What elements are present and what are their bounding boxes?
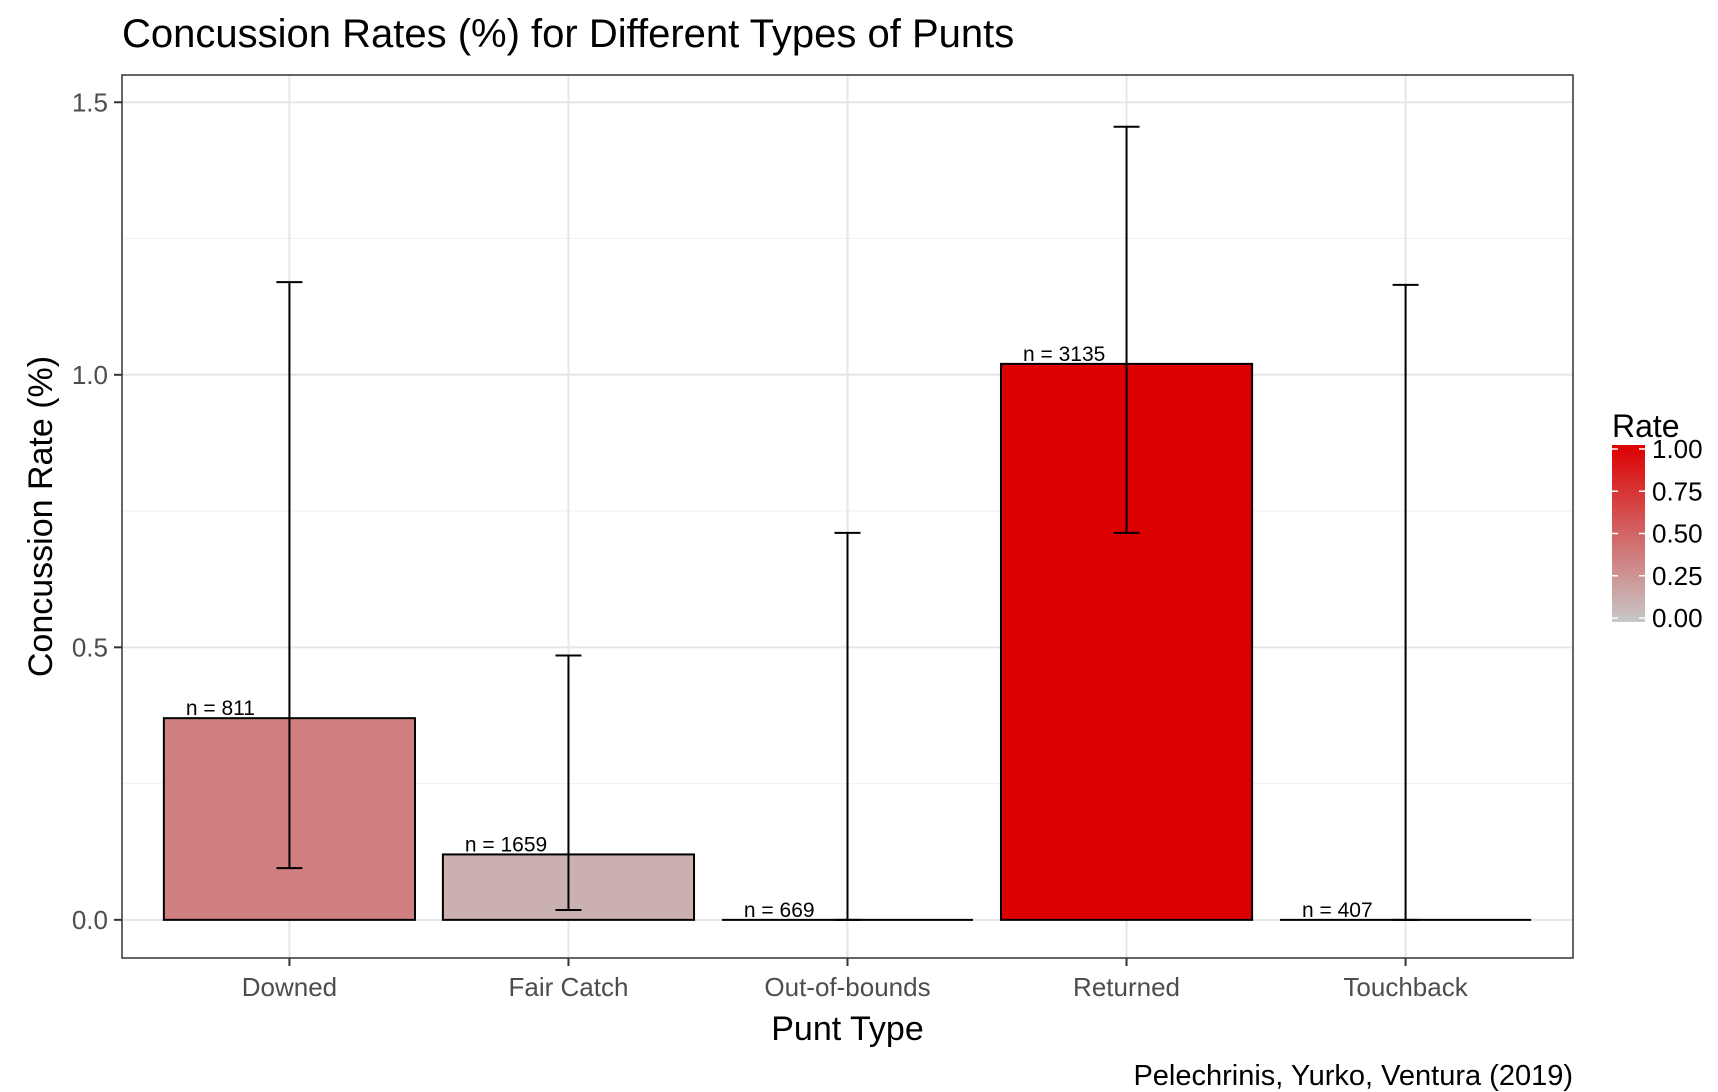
- y-tick-label: 1.0: [72, 360, 108, 390]
- x-tick-label: Returned: [1073, 972, 1180, 1002]
- y-axis-title: Concussion Rate (%): [22, 356, 60, 677]
- y-axis: 0.0 0.5 1.0 1.5: [72, 87, 122, 935]
- x-tick-label: Fair Catch: [509, 972, 629, 1002]
- error-bars: [276, 125, 1419, 921]
- legend-tick-label: 1.00: [1652, 434, 1703, 464]
- legend-tick-label: 0.50: [1652, 519, 1703, 549]
- x-axis: Downed Fair Catch Out-of-bounds Returned Tou…: [242, 958, 1469, 1002]
- count-label: n = 811: [186, 697, 255, 720]
- x-tick-label: Out-of-bounds: [764, 972, 930, 1002]
- x-axis-title: Punt Type: [771, 1010, 924, 1048]
- legend-tick-label: 0.00: [1652, 603, 1703, 633]
- legend-title: Rate: [1612, 408, 1680, 444]
- error-bar: [276, 281, 303, 870]
- legend-tick-label: 0.75: [1652, 476, 1703, 506]
- legend-tick-label: 0.25: [1652, 561, 1703, 591]
- data-labels: n = 811 n = 1659 n = 669 n = 3135 n = 407: [186, 343, 1373, 922]
- chart-title: Concussion Rates (%) for Different Types…: [122, 12, 1014, 56]
- error-bar: [1392, 283, 1419, 921]
- count-label: n = 3135: [1023, 343, 1105, 366]
- count-label: n = 407: [1302, 899, 1373, 922]
- error-bar: [555, 654, 582, 912]
- legend: Rate 0.00 0.25 0.50 0.75 1.00: [1612, 408, 1703, 633]
- legend-ticks: 0.00 0.25 0.50 0.75 1.00: [1612, 434, 1703, 633]
- caption: Pelechrinis, Yurko, Ventura (2019): [1133, 1060, 1573, 1092]
- x-tick-label: Touchback: [1343, 972, 1468, 1002]
- error-bar: [1113, 125, 1140, 534]
- y-tick-label: 0.0: [72, 905, 108, 935]
- count-label: n = 1659: [465, 833, 547, 856]
- y-tick-label: 1.5: [72, 87, 108, 117]
- y-tick-label: 0.5: [72, 632, 108, 662]
- x-tick-label: Downed: [242, 972, 337, 1002]
- count-label: n = 669: [744, 899, 815, 922]
- error-bar: [834, 531, 861, 921]
